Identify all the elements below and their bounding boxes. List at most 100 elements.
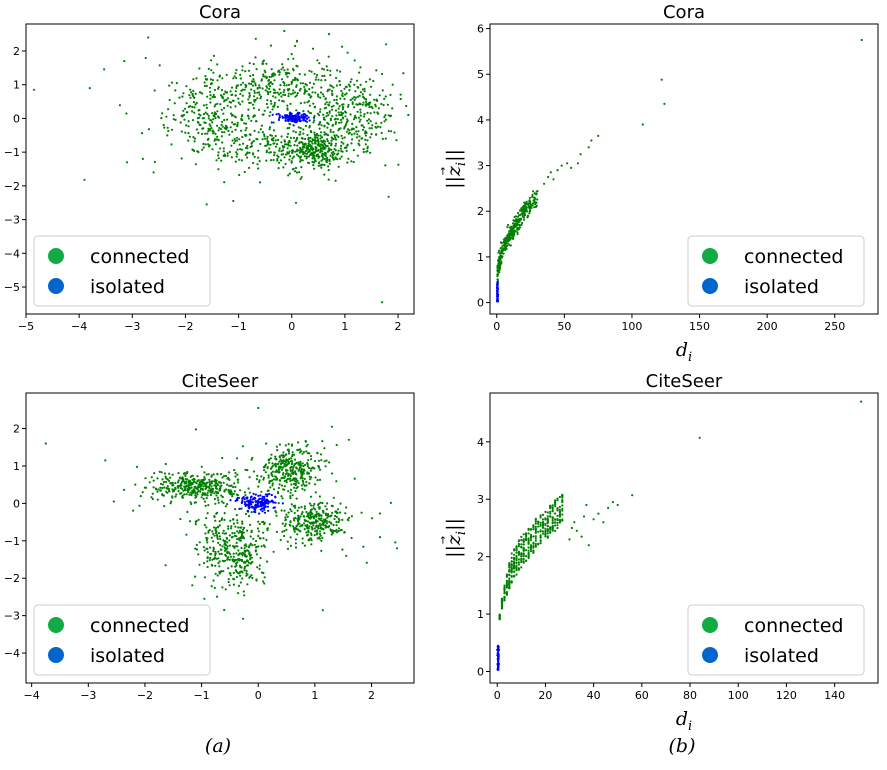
connected-point — [541, 530, 545, 533]
connected-point — [307, 110, 310, 113]
connected-point — [334, 156, 337, 159]
connected-point — [303, 489, 306, 492]
connected-point — [288, 88, 291, 91]
connected-point — [278, 93, 281, 96]
connected-point — [256, 91, 259, 94]
connected-point — [527, 549, 530, 552]
connected-point — [262, 544, 265, 547]
connected-point — [212, 93, 215, 96]
connected-point — [375, 126, 378, 129]
connected-point — [216, 483, 219, 486]
connected-point — [223, 99, 226, 102]
connected-point — [218, 570, 221, 574]
connected-point — [150, 496, 153, 499]
connected-point — [243, 491, 247, 494]
connected-point — [195, 543, 198, 547]
connected-point — [561, 494, 564, 497]
connected-point — [359, 108, 362, 111]
connected-point — [354, 114, 357, 117]
connected-point — [259, 97, 262, 100]
connected-point — [611, 501, 615, 504]
connected-point — [332, 86, 335, 89]
connected-point — [323, 124, 326, 127]
connected-point — [269, 81, 272, 84]
connected-point — [315, 525, 318, 528]
connected-point — [323, 520, 327, 523]
connected-point — [333, 530, 336, 533]
connected-point — [286, 477, 289, 480]
connected-point — [204, 532, 207, 535]
connected-point — [153, 160, 156, 164]
connected-point — [325, 514, 328, 517]
connected-point — [551, 525, 554, 528]
connected-point — [175, 82, 178, 85]
y-tick-label: 4 — [477, 114, 484, 127]
connected-point — [329, 154, 332, 157]
connected-point — [230, 112, 233, 115]
connected-point — [235, 514, 238, 517]
connected-point — [223, 608, 226, 612]
connected-point — [207, 531, 210, 534]
chart-title: CiteSeer — [646, 371, 723, 392]
connected-point — [287, 450, 291, 453]
connected-point — [351, 101, 354, 104]
connected-point — [204, 111, 207, 114]
connected-point — [205, 496, 208, 500]
connected-point — [172, 114, 175, 117]
connected-point — [329, 117, 332, 120]
connected-point — [222, 570, 225, 573]
connected-point — [496, 278, 499, 281]
connected-point — [238, 158, 241, 161]
connected-point — [207, 137, 210, 140]
connected-point — [308, 539, 311, 542]
connected-point — [325, 459, 328, 462]
connected-point — [231, 532, 234, 535]
connected-point — [520, 207, 523, 210]
connected-point — [157, 488, 160, 491]
connected-point — [334, 138, 337, 141]
connected-point — [531, 195, 534, 198]
connected-point — [194, 428, 197, 431]
connected-point — [278, 149, 281, 152]
connected-point — [205, 539, 208, 542]
isolated-point — [267, 509, 270, 512]
connected-point — [319, 147, 322, 151]
connected-point — [358, 120, 361, 123]
connected-point — [287, 174, 290, 177]
connected-point — [641, 123, 644, 126]
connected-point — [503, 584, 506, 587]
isolated-point — [496, 667, 499, 670]
connected-point — [318, 127, 321, 130]
connected-point — [288, 72, 291, 75]
connected-point — [264, 71, 267, 74]
connected-point — [309, 478, 312, 481]
isolated-point — [302, 113, 305, 116]
connected-point — [301, 151, 304, 154]
connected-point — [241, 520, 244, 523]
connected-point — [273, 79, 276, 82]
connected-point — [199, 485, 202, 488]
connected-point — [295, 84, 298, 87]
connected-point — [374, 105, 377, 108]
connected-point — [381, 301, 384, 304]
connected-point — [172, 118, 175, 121]
connected-point — [212, 532, 215, 535]
connected-point — [226, 154, 229, 157]
connected-point — [234, 475, 237, 478]
connected-point — [554, 505, 557, 508]
connected-point — [220, 517, 224, 520]
connected-point — [236, 148, 239, 151]
connected-point — [560, 164, 563, 167]
connected-point — [529, 533, 533, 537]
connected-point — [289, 136, 292, 139]
connected-point — [335, 76, 338, 80]
connected-point — [240, 532, 244, 535]
connected-point — [519, 226, 522, 229]
isolated-point — [243, 498, 246, 501]
connected-point — [164, 564, 167, 567]
connected-point — [134, 483, 137, 486]
isolated-point — [265, 502, 268, 505]
connected-point — [220, 135, 223, 138]
connected-point — [311, 86, 314, 89]
